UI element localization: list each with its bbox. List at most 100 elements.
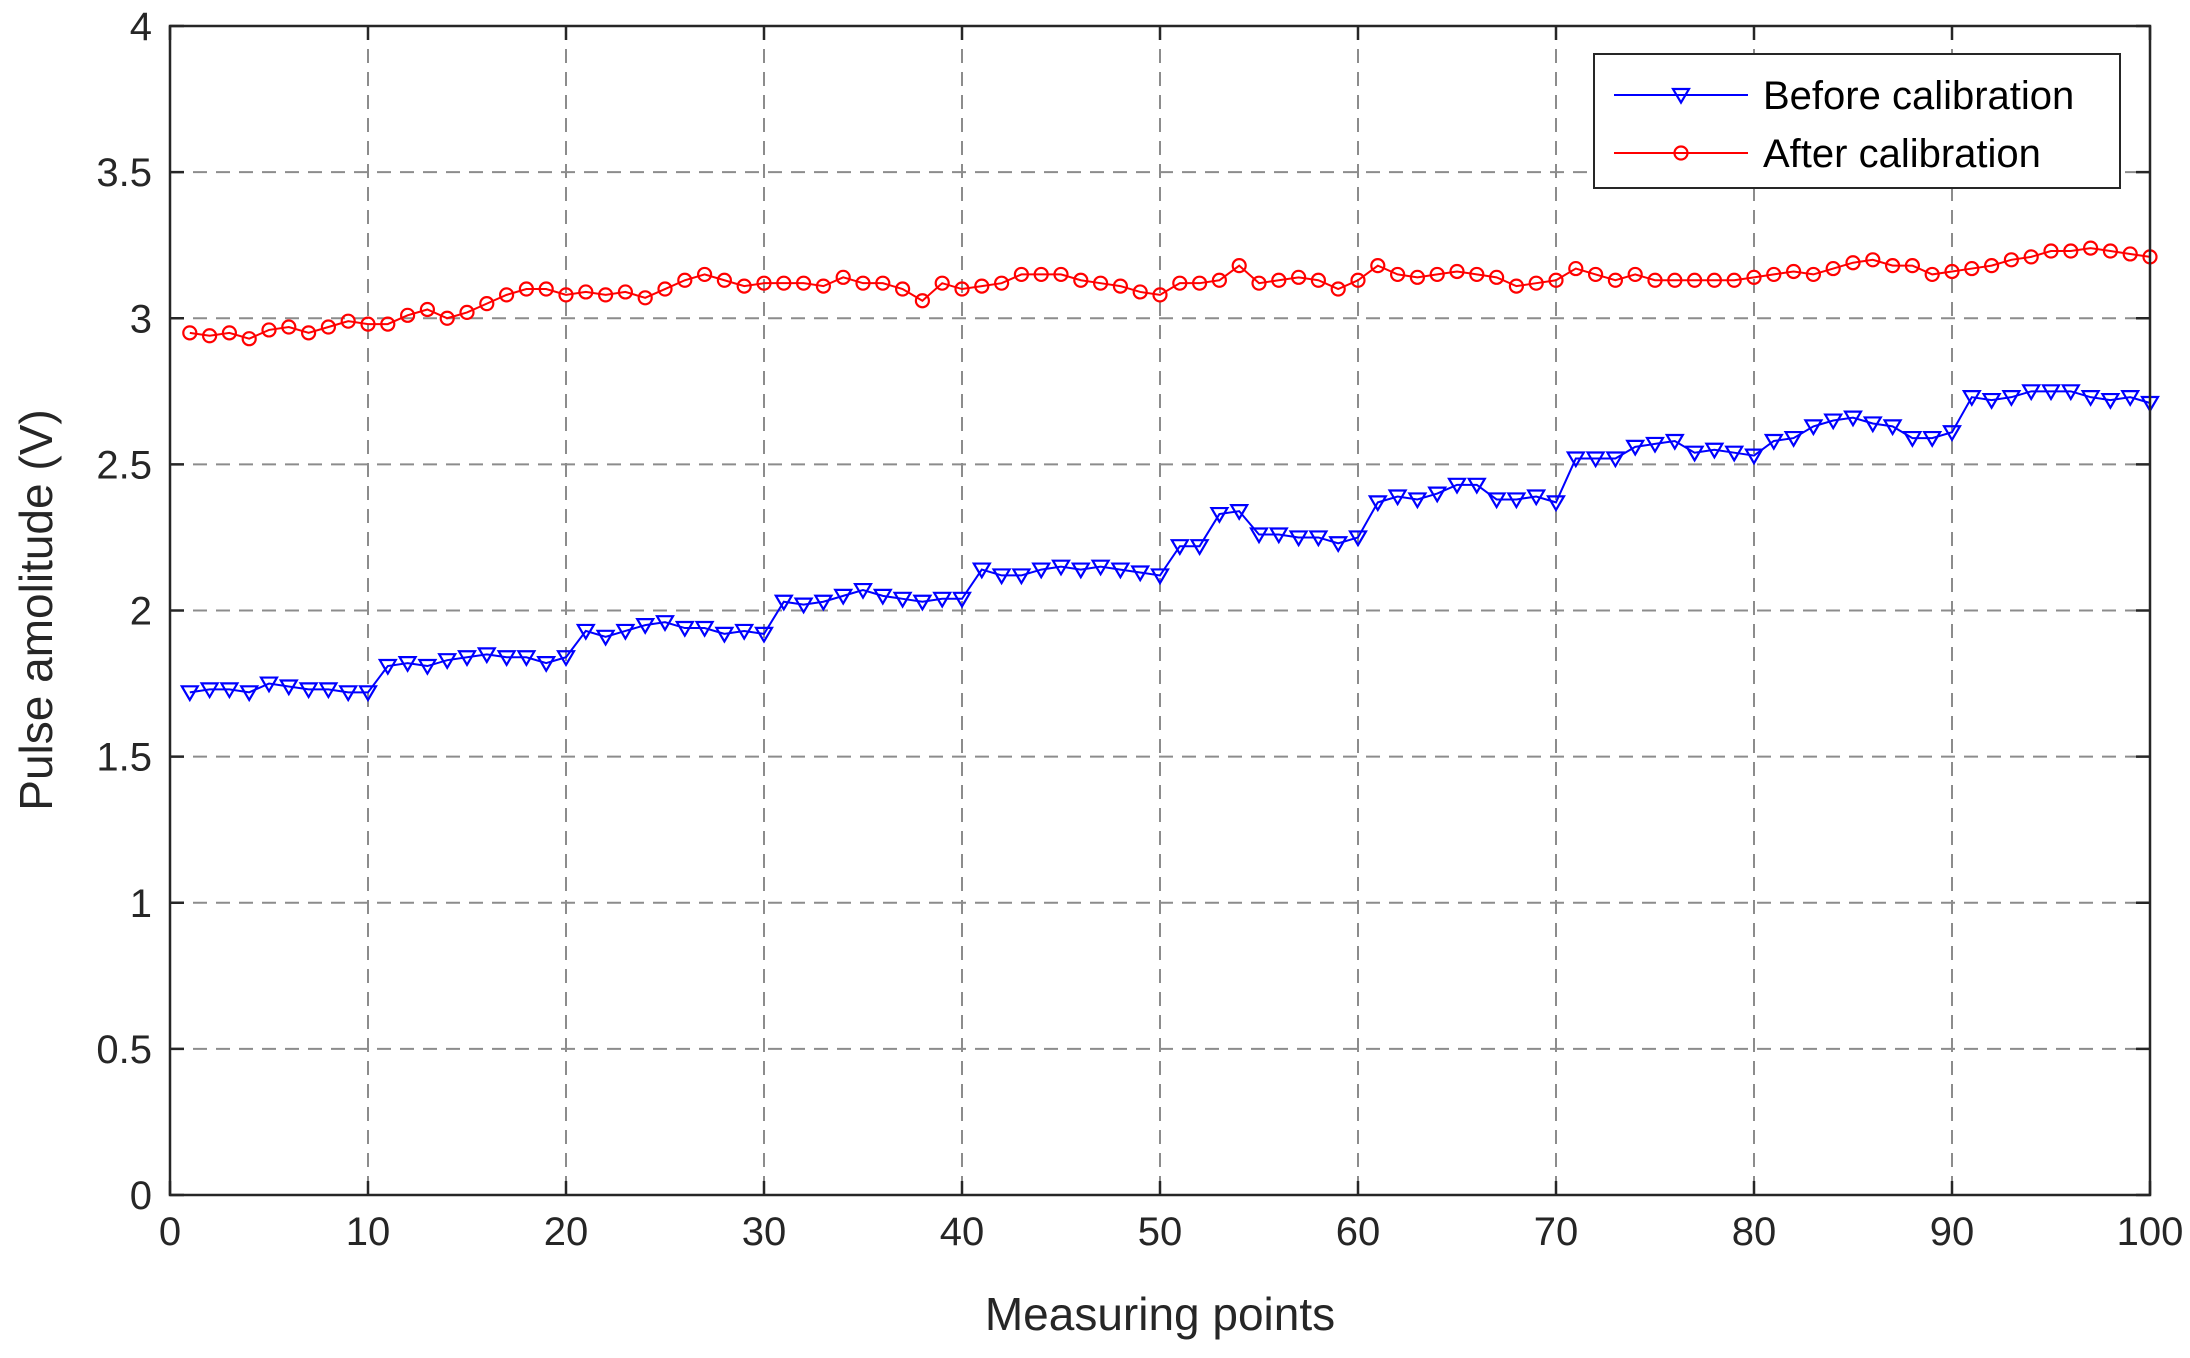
data-point-before-calibration xyxy=(1526,489,1547,507)
y-tick-label: 0.5 xyxy=(96,1028,152,1072)
data-point-before-calibration xyxy=(2021,384,2042,402)
data-point-before-calibration xyxy=(773,594,794,612)
data-point-after-calibration xyxy=(261,322,277,338)
data-point-after-calibration xyxy=(1766,266,1782,283)
data-point-after-calibration xyxy=(2043,243,2059,259)
data-point-before-calibration xyxy=(1466,477,1487,495)
data-point-before-calibration xyxy=(1268,527,1289,545)
data-point-before-calibration xyxy=(1447,477,1467,495)
data-point-after-calibration xyxy=(1449,263,1465,280)
data-point-after-calibration xyxy=(1251,275,1267,291)
data-point-before-calibration xyxy=(1486,492,1507,510)
data-point-after-calibration xyxy=(1686,272,1703,288)
data-point-after-calibration xyxy=(360,316,376,332)
legend-marker-before-calibration xyxy=(1671,87,1691,105)
data-point-after-calibration xyxy=(776,275,792,291)
x-tick-label: 50 xyxy=(1138,1210,1183,1254)
data-point-after-calibration xyxy=(2023,249,2039,265)
data-point-before-calibration xyxy=(1189,539,1210,556)
data-point-before-calibration xyxy=(694,620,715,638)
data-point-after-calibration xyxy=(993,275,1010,291)
tick-labels: 0 10 20 30 40 50 60 70 80 90 100 0 0.5 1 1.5 2 2.5 3 3.5 4 xyxy=(96,5,2183,1254)
data-point-before-calibration xyxy=(575,623,596,641)
y-tick-label: 4 xyxy=(130,5,152,49)
data-point-before-calibration xyxy=(536,656,557,673)
data-point-before-calibration xyxy=(1684,445,1705,463)
data-point-before-calibration xyxy=(2100,392,2121,410)
data-point-after-calibration xyxy=(1805,266,1822,283)
data-point-before-calibration xyxy=(1328,536,1349,554)
data-point-before-calibration xyxy=(1763,433,1784,451)
x-tick-label: 60 xyxy=(1336,1210,1381,1254)
data-point-after-calibration xyxy=(2063,243,2079,259)
data-point-before-calibration xyxy=(1070,562,1091,580)
data-point-before-calibration xyxy=(1664,433,1685,451)
data-point-after-calibration xyxy=(1548,272,1564,288)
data-point-after-calibration xyxy=(1073,272,1089,288)
data-point-after-calibration xyxy=(538,281,554,297)
data-point-before-calibration xyxy=(298,682,319,700)
data-point-before-calibration xyxy=(199,682,220,700)
data-point-after-calibration xyxy=(597,287,614,303)
data-point-before-calibration xyxy=(714,626,735,644)
data-point-after-calibration xyxy=(1330,281,1346,297)
data-point-before-calibration xyxy=(813,594,834,612)
data-point-before-calibration xyxy=(1051,559,1071,577)
y-tick-label: 2 xyxy=(130,590,152,634)
data-point-after-calibration xyxy=(2122,246,2138,262)
data-point-after-calibration xyxy=(1389,266,1406,283)
legend-entries: Before calibration After calibration xyxy=(1614,74,2074,176)
y-tick-label: 2.5 xyxy=(96,443,152,487)
x-tick-label: 30 xyxy=(742,1210,787,1254)
data-point-after-calibration xyxy=(1508,278,1525,294)
data-point-before-calibration xyxy=(1011,568,1032,586)
data-point-before-calibration xyxy=(179,685,200,703)
y-tick-label: 1.5 xyxy=(96,736,152,780)
data-point-before-calibration xyxy=(1407,492,1428,510)
data-point-before-calibration xyxy=(219,682,240,700)
data-point-before-calibration xyxy=(952,591,972,609)
x-tick-label: 80 xyxy=(1732,1210,1777,1254)
data-point-after-calibration xyxy=(182,325,198,341)
data-point-before-calibration xyxy=(2080,390,2101,407)
data-point-before-calibration xyxy=(853,582,873,600)
y-tick-label: 3 xyxy=(130,297,152,341)
data-point-after-calibration xyxy=(1587,266,1604,283)
data-point-before-calibration xyxy=(1902,430,1923,448)
data-point-before-calibration xyxy=(1110,562,1131,580)
data-point-before-calibration xyxy=(516,650,537,668)
data-point-before-calibration xyxy=(1823,413,1844,431)
data-point-before-calibration xyxy=(932,591,953,609)
data-point-before-calibration xyxy=(556,650,576,668)
data-point-after-calibration xyxy=(894,281,911,297)
data-point-after-calibration xyxy=(1884,258,1901,274)
data-point-after-calibration xyxy=(1726,272,1742,288)
data-point-after-calibration xyxy=(558,287,574,303)
data-point-after-calibration xyxy=(241,331,257,347)
data-point-after-calibration xyxy=(1528,275,1544,291)
data-point-before-calibration xyxy=(417,658,438,676)
data-point-before-calibration xyxy=(1981,392,2002,410)
data-point-before-calibration xyxy=(1961,390,1982,407)
data-point-after-calibration xyxy=(1290,269,1307,285)
data-point-after-calibration xyxy=(1092,275,1109,291)
data-point-after-calibration xyxy=(1132,284,1148,300)
data-point-after-calibration xyxy=(1785,263,1802,280)
data-point-before-calibration xyxy=(2001,390,2022,407)
data-point-before-calibration xyxy=(1090,559,1111,577)
data-point-after-calibration xyxy=(479,296,495,312)
legend-marker-after-calibration xyxy=(1673,145,1689,161)
data-point-after-calibration xyxy=(202,328,218,344)
data-point-before-calibration xyxy=(655,615,675,632)
data-point-before-calibration xyxy=(1348,530,1368,548)
series-after-calibration xyxy=(182,240,2158,347)
data-point-after-calibration xyxy=(1944,263,1960,280)
data-point-after-calibration xyxy=(1271,272,1287,288)
data-point-before-calibration xyxy=(397,656,418,673)
data-point-after-calibration xyxy=(499,287,515,303)
data-point-before-calibration xyxy=(1862,416,1883,434)
data-point-before-calibration xyxy=(1625,439,1646,457)
data-point-before-calibration xyxy=(1229,504,1250,521)
data-point-after-calibration xyxy=(1647,272,1663,288)
data-point-before-calibration xyxy=(1506,492,1527,510)
